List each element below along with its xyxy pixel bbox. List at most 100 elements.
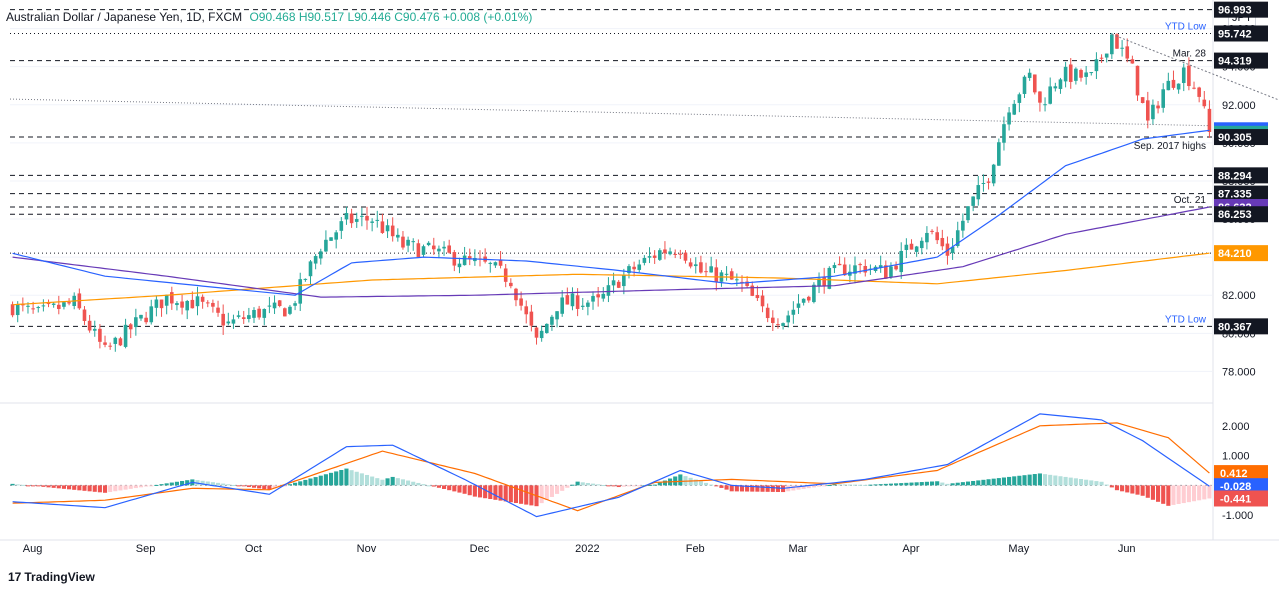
macd-histogram-bar — [760, 485, 765, 492]
macd-histogram-bar — [673, 476, 678, 486]
candle-body — [10, 304, 15, 316]
macd-histogram-bar — [904, 482, 909, 486]
candle-body — [262, 309, 267, 318]
macd-histogram-bar — [816, 485, 822, 487]
candle-body — [791, 309, 796, 315]
candle-body — [699, 262, 703, 273]
candle-body — [128, 324, 133, 330]
candle-body — [776, 324, 780, 326]
chart-header: Australian Dollar / Japanese Yen, 1D, FX… — [6, 10, 532, 24]
candle-body — [832, 265, 837, 269]
macd-histogram-bar — [262, 485, 267, 490]
macd-histogram-bar — [590, 483, 596, 486]
macd-histogram-bar — [1166, 485, 1171, 506]
macd-histogram-bar — [801, 485, 806, 489]
candle-body — [1084, 72, 1088, 77]
macd-histogram-bar — [873, 484, 878, 486]
macd-histogram-bar — [46, 485, 51, 488]
candle-body — [1089, 72, 1094, 74]
macd-histogram-bar — [1135, 485, 1140, 495]
macd-histogram-bar — [524, 485, 529, 505]
candle-body — [98, 328, 102, 342]
candle-body — [329, 237, 333, 241]
candle-body — [580, 305, 585, 307]
candle-body — [565, 295, 570, 305]
candle-body — [627, 266, 631, 274]
macd-histogram-bar — [436, 485, 441, 488]
candle-body — [817, 278, 821, 286]
price-tag — [1214, 1, 1268, 18]
candle-body — [401, 236, 405, 248]
candle-body — [354, 219, 359, 222]
macd-histogram-bar — [529, 485, 534, 506]
macd-histogram-bar — [1186, 485, 1191, 503]
candle-body — [57, 304, 61, 309]
candle-body — [976, 185, 981, 200]
candle-body — [1135, 65, 1140, 96]
price-tag-label: 86.253 — [1218, 209, 1252, 221]
candle-body — [493, 262, 498, 266]
candle-body — [647, 256, 652, 258]
macd-histogram-bar — [87, 485, 92, 492]
candle-body — [940, 237, 945, 247]
macd-histogram-bar — [180, 480, 185, 486]
candle-body — [62, 302, 66, 307]
macd-histogram-bar — [344, 468, 349, 486]
candle-body — [1156, 105, 1160, 109]
ma-fast-line — [12, 129, 1210, 296]
macd-histogram-bar — [457, 485, 462, 493]
macd-histogram-bar — [364, 474, 370, 486]
macd-histogram-bar — [359, 473, 364, 486]
macd-histogram-bar — [729, 485, 734, 492]
ma-slow-line — [12, 252, 1210, 306]
price-tag-label: 80.367 — [1218, 321, 1252, 333]
candle-body — [1161, 89, 1165, 108]
candle-body — [457, 263, 462, 268]
macd-histogram-bar — [159, 484, 164, 486]
candle-body — [884, 265, 888, 279]
candle-body — [591, 296, 595, 302]
candle-body — [390, 225, 395, 237]
candle-body — [1027, 72, 1032, 78]
macd-histogram-bar — [709, 484, 714, 486]
price-tag — [1214, 167, 1268, 184]
candle-body — [406, 239, 410, 246]
candle-body — [1125, 46, 1130, 59]
candle-body — [822, 276, 826, 287]
candle-body — [170, 292, 174, 304]
macd-histogram-bar — [215, 482, 221, 486]
macd-histogram-bar — [200, 480, 205, 486]
candle-body — [801, 298, 806, 303]
macd-histogram-bar — [113, 485, 118, 492]
candle-body — [842, 264, 847, 276]
candle-body — [529, 311, 534, 326]
candle-body — [668, 251, 672, 255]
candle-body — [899, 250, 904, 273]
macd-histogram-bar — [986, 479, 991, 486]
candle-body — [1012, 103, 1017, 115]
candle-body — [241, 317, 246, 320]
macd-histogram-bar — [775, 485, 780, 492]
candle-body — [41, 305, 46, 307]
candle-body — [421, 246, 426, 255]
candle-body — [15, 304, 20, 316]
macd-histogram-bar — [36, 485, 41, 487]
macd-histogram-bar — [72, 485, 77, 490]
candle-body — [431, 245, 436, 250]
candle-body — [51, 303, 56, 305]
macd-histogram-bar — [472, 485, 477, 497]
candle-body — [324, 239, 328, 252]
macd-histogram-bar — [477, 485, 483, 498]
macd-histogram-bar — [832, 484, 837, 486]
candle-body — [1104, 53, 1109, 58]
macd-histogram-bar — [1001, 477, 1007, 486]
long-trendline — [9, 98, 1210, 127]
candle-body — [87, 320, 92, 331]
price-tick-label: 78.000 — [1222, 366, 1256, 378]
candle-body — [313, 256, 318, 264]
candle-body — [904, 244, 909, 250]
candle-body — [226, 321, 231, 324]
candle-body — [1002, 124, 1006, 143]
macd-histogram-bar — [1130, 485, 1135, 494]
